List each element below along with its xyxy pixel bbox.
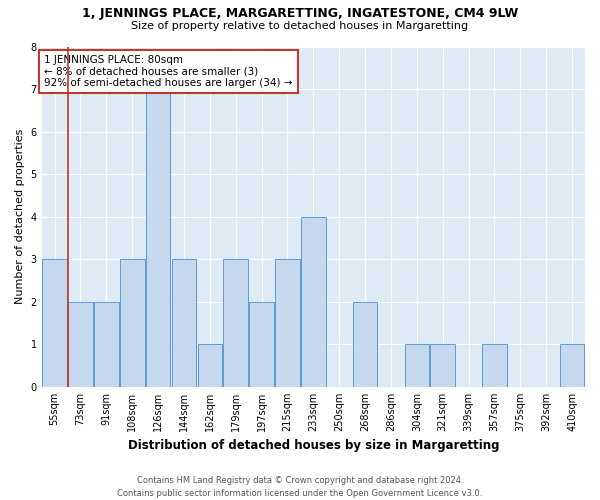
Bar [68, 302, 93, 387]
Bar [120, 260, 145, 387]
Text: 1, JENNINGS PLACE, MARGARETTING, INGATESTONE, CM4 9LW: 1, JENNINGS PLACE, MARGARETTING, INGATES… [82, 8, 518, 20]
Bar [146, 89, 170, 387]
Bar [404, 344, 429, 387]
Bar [353, 302, 377, 387]
Text: Size of property relative to detached houses in Margaretting: Size of property relative to detached ho… [131, 21, 469, 31]
Bar [560, 344, 584, 387]
Bar [172, 260, 196, 387]
Bar [249, 302, 274, 387]
Bar [275, 260, 300, 387]
Bar [482, 344, 507, 387]
Text: 1 JENNINGS PLACE: 80sqm
← 8% of detached houses are smaller (3)
92% of semi-deta: 1 JENNINGS PLACE: 80sqm ← 8% of detached… [44, 55, 293, 88]
Bar [94, 302, 119, 387]
Bar [430, 344, 455, 387]
Bar [301, 216, 326, 387]
Bar [43, 260, 67, 387]
X-axis label: Distribution of detached houses by size in Margaretting: Distribution of detached houses by size … [128, 440, 499, 452]
Bar [223, 260, 248, 387]
Bar [197, 344, 222, 387]
Text: Contains HM Land Registry data © Crown copyright and database right 2024.
Contai: Contains HM Land Registry data © Crown c… [118, 476, 482, 498]
Y-axis label: Number of detached properties: Number of detached properties [15, 129, 25, 304]
